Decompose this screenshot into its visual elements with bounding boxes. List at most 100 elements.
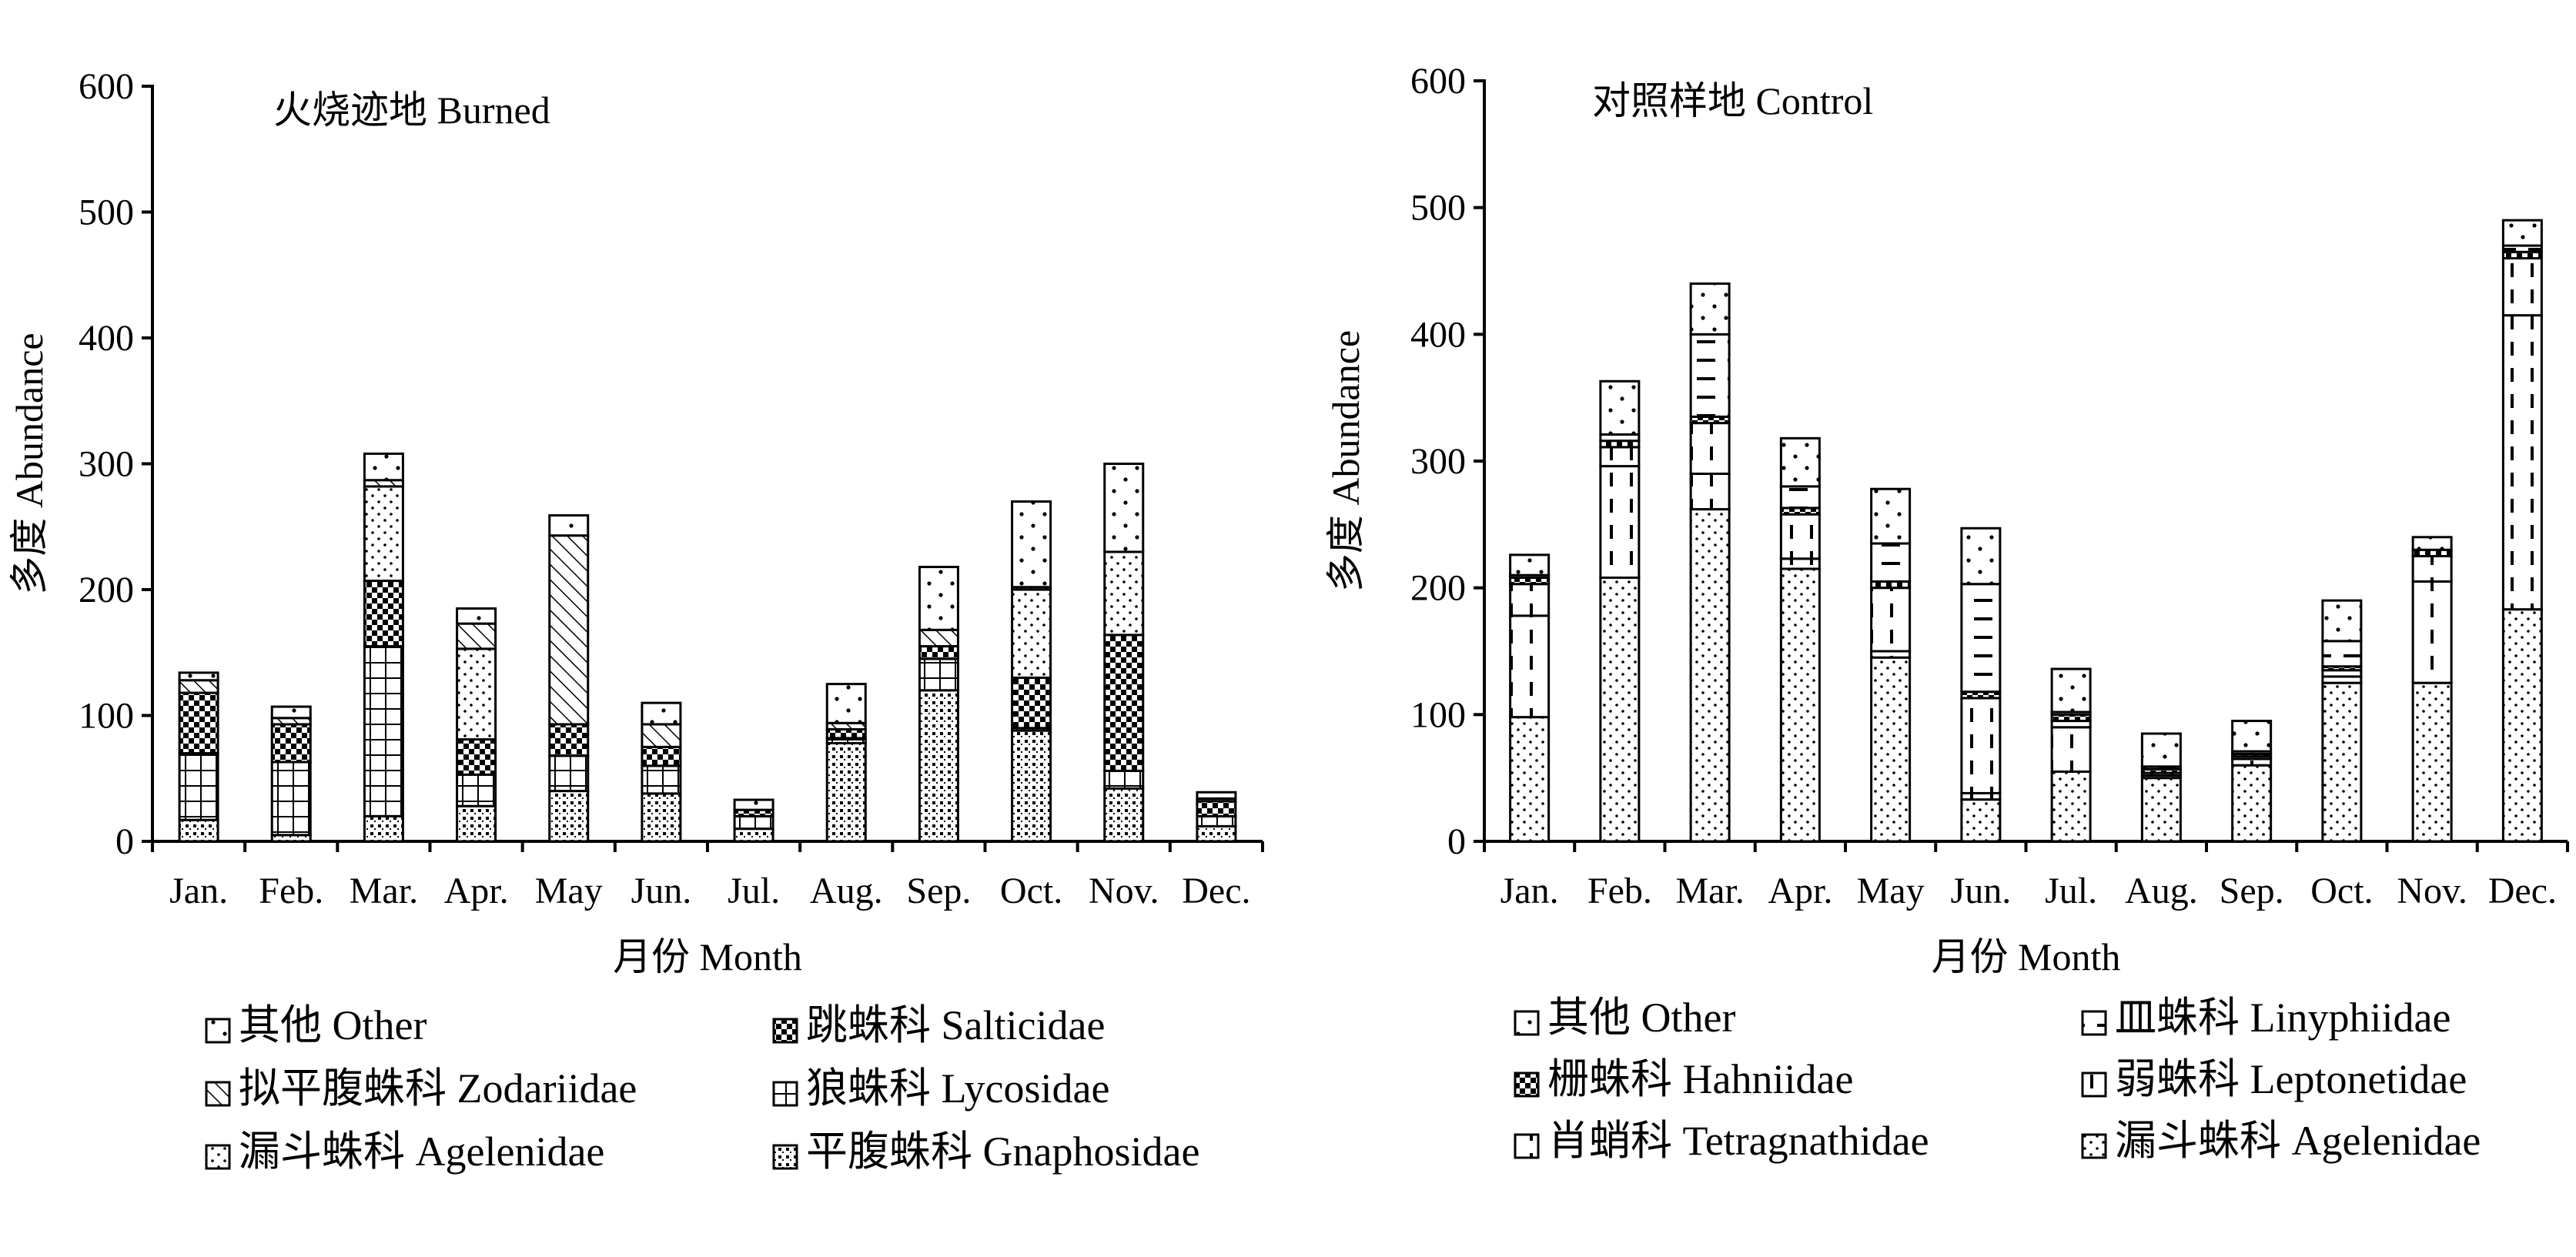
bar-segment — [641, 723, 682, 748]
x-tick-label: May — [535, 871, 603, 911]
bar-segment — [1779, 436, 1821, 488]
bar-segment — [1960, 527, 2002, 586]
x-tick-label: Oct. — [1000, 871, 1062, 911]
bar-segment — [825, 727, 867, 740]
legend-entry: 漏斗蛛科 Agelenidae — [239, 1128, 604, 1175]
x-tick-label: Jan. — [1500, 871, 1559, 911]
bar-segment — [918, 689, 959, 843]
bar-segment — [1103, 787, 1145, 843]
x-tick-label: Feb. — [1587, 871, 1652, 911]
legend-swatch — [2081, 1133, 2107, 1159]
y-tick-label: 100 — [79, 696, 134, 737]
bar-segment — [178, 752, 219, 821]
bar-segment — [1196, 814, 1237, 827]
bar-segment — [825, 683, 867, 724]
bar-segment — [270, 761, 312, 837]
x-tick-label: Jun. — [1951, 871, 2012, 911]
x-tick-label: Nov. — [1089, 871, 1159, 911]
bar-segment — [1779, 567, 1821, 843]
bar-segment — [456, 773, 497, 807]
bar-segment — [641, 764, 682, 795]
y-tick-label: 500 — [1410, 188, 1466, 229]
legend-entry: 跳蛛科 Salticidae — [806, 1002, 1105, 1048]
legend-swatch — [1514, 1071, 1540, 1098]
bar-segment — [918, 566, 959, 631]
bar-segment — [2411, 555, 2453, 583]
x-tick-label: Jan. — [169, 871, 228, 911]
bar-segment — [1599, 379, 1641, 436]
bar-segment — [825, 741, 867, 843]
bar-segment — [1011, 729, 1052, 843]
y-tick-label: 400 — [79, 318, 134, 359]
y-tick-label: 400 — [1410, 314, 1466, 355]
bar-segment — [2501, 608, 2543, 843]
bar-segment — [1103, 634, 1145, 772]
legend-swatch — [205, 1018, 231, 1044]
bar-segment — [548, 514, 590, 537]
legend-entry: 拟平腹蛛科 Zodariidae — [239, 1065, 637, 1112]
bar-segment — [2411, 536, 2453, 551]
bar-segment — [456, 647, 497, 741]
bar-segment — [1689, 333, 1731, 418]
bar-segment — [1011, 500, 1052, 589]
bar-segment — [918, 645, 959, 660]
legend-entry: 弱蛛科 Leptonetidae — [2115, 1056, 2467, 1102]
bar-segment — [1870, 542, 1912, 583]
bar-segment — [2140, 777, 2182, 843]
legend-swatch — [2081, 1071, 2107, 1098]
legend-swatch — [205, 1081, 231, 1107]
bar-segment — [1599, 465, 1641, 579]
x-tick-label: Mar. — [350, 871, 418, 911]
bar-segment — [2501, 314, 2543, 611]
x-axis-title: 月份 Month — [613, 935, 802, 978]
bar-segment — [548, 754, 590, 793]
y-tick-label: 200 — [1410, 568, 1466, 609]
bar-segment — [733, 798, 774, 811]
bar-segment — [2050, 770, 2092, 843]
x-tick-label: Oct. — [2310, 871, 2373, 911]
bar-segment — [178, 671, 219, 682]
bar-segment — [918, 657, 959, 692]
bar-segment — [1599, 576, 1641, 843]
bar-segment — [918, 628, 959, 648]
bar-segment — [2231, 764, 2273, 843]
bar-segment — [2140, 732, 2182, 768]
x-tick-label: Dec. — [1182, 871, 1250, 911]
bar-segment — [2321, 599, 2363, 643]
x-tick-label: Apr. — [1768, 871, 1832, 911]
legend-swatch — [1514, 1133, 1540, 1159]
legend-swatch — [1514, 1010, 1540, 1036]
bar-segment — [2411, 580, 2453, 684]
control-panel: 0 100 200 300 400 500 600 Jan. Feb. Mar. Apr. May Ju… — [1324, 61, 2569, 1164]
x-tick-label: May — [1857, 871, 1925, 911]
bar-segment — [1870, 587, 1912, 653]
bar-segment — [363, 485, 404, 583]
bar-segment — [178, 691, 219, 755]
legend-swatch — [772, 1081, 798, 1107]
bar-segment — [2050, 726, 2092, 773]
bar-segment — [1103, 463, 1145, 553]
bar-segment — [1689, 422, 1731, 475]
legend-entry: 肖蛸科 Tetragnathidae — [1547, 1118, 1929, 1164]
bar-segment — [2411, 681, 2453, 843]
legend-entry: 漏斗蛛科 Agelenidae — [2115, 1118, 2481, 1164]
y-tick-label: 300 — [79, 444, 134, 485]
bar-segment — [2321, 640, 2363, 668]
y-tick-label: 0 — [115, 821, 134, 862]
bar-segment — [1011, 676, 1052, 730]
bar-segment — [1960, 798, 2002, 843]
panel-title: 火烧迹地 Burned — [273, 89, 550, 132]
bar-segment — [1509, 614, 1551, 719]
y-tick-label: 500 — [79, 192, 134, 233]
x-tick-label: Jun. — [631, 871, 692, 911]
bar-segment — [548, 534, 590, 726]
bar-segment — [363, 645, 404, 817]
bar-segment — [2231, 720, 2273, 753]
bar-segment — [456, 804, 497, 843]
bar-segment — [270, 705, 312, 720]
bar-segment — [1509, 583, 1551, 617]
bar-segment — [1011, 588, 1052, 679]
bar-segment — [1779, 485, 1821, 510]
x-tick-label: Jul. — [728, 871, 780, 911]
